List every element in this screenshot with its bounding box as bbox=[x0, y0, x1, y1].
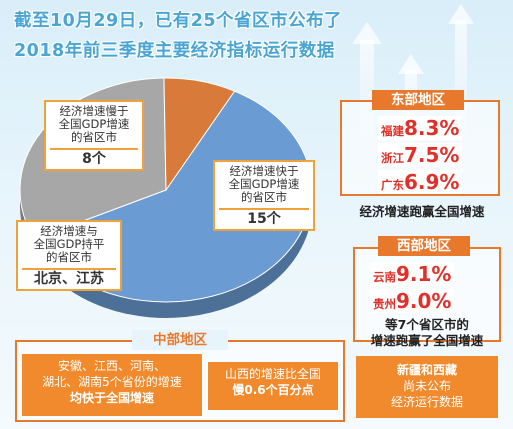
west-region-title: 西部地区 bbox=[378, 236, 470, 256]
xinjiang-tibet-card: 新疆和西藏 尚未公布 经济运行数据 bbox=[356, 356, 498, 418]
callout-fast-line-2: 全国GDP增速 bbox=[228, 177, 300, 191]
west-caption-line-2: 增速跑赢了全国增速 bbox=[370, 333, 484, 348]
xinjiang-tibet-line-1: 新疆和西藏 bbox=[396, 363, 457, 377]
callout-slow-line-2: 全国GDP增速 bbox=[58, 117, 130, 131]
east-region-title: 东部地区 bbox=[372, 90, 464, 110]
pie-slice-fast-side bbox=[34, 190, 313, 318]
callout-equal-value: 北京、江苏 bbox=[22, 268, 116, 286]
central-card-shanxi-line-2: 慢0.6个百分点 bbox=[232, 383, 314, 397]
east-item-guangdong: 广东6.9% bbox=[378, 170, 463, 194]
callout-fast-value: 15个 bbox=[219, 208, 309, 226]
xinjiang-tibet-line-3: 经济运行数据 bbox=[390, 395, 463, 409]
central-card-fast: 安徽、江西、河南、 湖北、湖南5个省份的增速 均快于全国增速 bbox=[22, 354, 202, 416]
west-item-yunnan: 云南9.1% bbox=[370, 262, 455, 286]
callout-slow: 经济增速慢于 全国GDP增速 的省区市 8个 bbox=[44, 100, 144, 171]
west-caption-line-1: 等7个省区市的 bbox=[385, 317, 469, 332]
chart-title: 截至10月29日，已有25个省区市公布了 2018年前三季度主要经济指标运行数据 bbox=[14, 6, 404, 66]
callout-slow-value: 8个 bbox=[50, 148, 138, 166]
west-item-guizhou-value: 9.0% bbox=[396, 289, 452, 313]
east-caption: 经济增速跑赢全国增速 bbox=[359, 204, 485, 219]
east-item-zhejiang-value: 7.5% bbox=[404, 143, 460, 167]
title-line-2: 2018年前三季度主要经济指标运行数据 bbox=[14, 41, 335, 61]
east-item-guangdong-value: 6.9% bbox=[404, 170, 460, 194]
callout-equal-line-2: 全国GDP持平 bbox=[33, 237, 105, 251]
xinjiang-tibet-line-2: 尚未公布 bbox=[402, 379, 451, 393]
callout-slow-line-3: 的省区市 bbox=[71, 130, 117, 144]
west-caption: 等7个省区市的 增速跑赢了全国增速 bbox=[344, 317, 510, 349]
callout-fast: 经济增速快于 全国GDP增速 的省区市 15个 bbox=[213, 160, 315, 231]
title-line-1: 截至10月29日，已有25个省区市公布了 bbox=[14, 11, 343, 31]
central-region-title: 中部地区 bbox=[132, 330, 228, 350]
west-item-guizhou: 贵州9.0% bbox=[370, 289, 455, 313]
central-card-fast-line-3: 均快于全国增速 bbox=[69, 391, 154, 405]
east-item-fujian: 福建8.3% bbox=[378, 116, 463, 140]
callout-equal-line-3: 的省区市 bbox=[46, 250, 92, 264]
east-item-zhejiang: 浙江7.5% bbox=[378, 143, 463, 167]
callout-slow-line-1: 经济增速慢于 bbox=[59, 104, 129, 118]
east-item-zhejiang-name: 浙江 bbox=[381, 151, 404, 165]
callout-fast-line-1: 经济增速快于 bbox=[229, 164, 299, 178]
west-item-yunnan-name: 云南 bbox=[373, 270, 396, 284]
central-card-shanxi-line-1: 山西的增速比全国 bbox=[224, 367, 321, 381]
callout-equal: 经济增速与 全国GDP持平 的省区市 北京、江苏 bbox=[16, 220, 122, 291]
callout-fast-line-3: 的省区市 bbox=[241, 190, 287, 204]
pie-slice-equal bbox=[163, 77, 236, 192]
callout-equal-line-1: 经济增速与 bbox=[40, 224, 98, 238]
west-item-guizhou-name: 贵州 bbox=[373, 297, 396, 311]
east-item-fujian-name: 福建 bbox=[381, 124, 404, 138]
central-card-fast-line-1: 安徽、江西、河南、 bbox=[57, 359, 166, 373]
central-card-shanxi: 山西的增速比全国 慢0.6个百分点 bbox=[208, 362, 338, 410]
east-item-guangdong-name: 广东 bbox=[381, 178, 404, 192]
east-item-fujian-value: 8.3% bbox=[404, 116, 460, 140]
west-item-yunnan-value: 9.1% bbox=[396, 262, 452, 286]
central-card-fast-line-2: 湖北、湖南5个省份的增速 bbox=[42, 375, 182, 389]
